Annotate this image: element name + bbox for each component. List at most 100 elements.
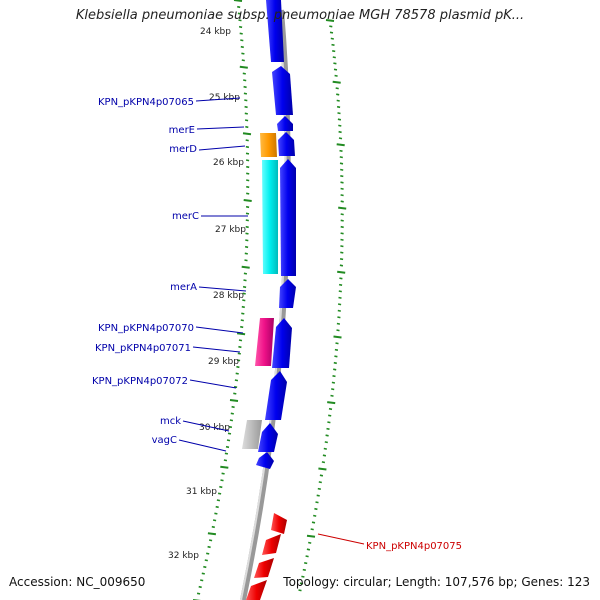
- inner-minor-tick: [241, 59, 245, 62]
- outer-major-tick: [338, 206, 347, 210]
- gene-KPN_pKPN4p07075[interactable]: [271, 513, 287, 534]
- inner-minor-tick: [235, 372, 239, 375]
- label-mck: mck: [160, 416, 181, 427]
- tick-label-29kbp: 29 kbp: [208, 357, 239, 367]
- outer-minor-tick: [340, 175, 344, 178]
- topology-info: Topology: circular; Length: 107,576 bp; …: [283, 575, 590, 589]
- outer-minor-tick: [338, 124, 342, 127]
- outer-minor-tick: [332, 56, 336, 59]
- inner-minor-tick: [223, 459, 228, 462]
- inner-minor-tick: [245, 145, 250, 149]
- inner-major-tick: [242, 132, 252, 136]
- inner-minor-tick: [244, 245, 249, 249]
- inner-minor-tick: [245, 159, 250, 162]
- gene-KPN_pKPN4p07065[interactable]: [272, 66, 293, 115]
- inner-minor-tick: [214, 512, 218, 515]
- outer-minor-tick: [331, 43, 335, 46]
- outer-minor-tick: [340, 245, 344, 248]
- inner-minor-tick: [198, 585, 202, 589]
- inner-minor-tick: [227, 432, 232, 435]
- inner-minor-tick: [229, 419, 234, 422]
- inner-minor-tick: [236, 359, 241, 362]
- gene-mck[interactable]: [258, 423, 278, 452]
- inner-minor-tick: [225, 445, 230, 449]
- inner-gene-ring: [242, 133, 278, 449]
- outer-minor-tick: [339, 162, 344, 165]
- outer-minor-tick: [338, 130, 342, 134]
- outer-minor-tick: [329, 25, 333, 28]
- inner-minor-tick: [243, 79, 247, 82]
- gene-merC-fwd[interactable]: [280, 159, 296, 276]
- inner-minor-tick: [245, 125, 249, 129]
- inner-major-tick: [233, 0, 243, 2]
- outer-minor-tick: [311, 521, 316, 524]
- outer-minor-tick: [319, 474, 324, 477]
- leader-KPN_pKPN4p07075: [317, 533, 365, 545]
- inner-minor-tick: [245, 152, 250, 155]
- outer-minor-tick: [336, 105, 341, 109]
- outer-minor-tick: [326, 427, 330, 430]
- outer-minor-tick: [333, 361, 337, 365]
- tick-label-32kbp: 32 kbp: [168, 551, 199, 561]
- tick-label-31kbp: 31 kbp: [186, 487, 217, 497]
- inner-minor-tick: [230, 412, 234, 415]
- gene-vagC[interactable]: [256, 452, 274, 469]
- inner-minor-tick: [238, 339, 243, 342]
- inner-major-tick: [239, 65, 248, 69]
- outer-minor-tick: [336, 322, 341, 325]
- inner-minor-tick: [244, 252, 248, 255]
- outer-minor-tick: [324, 441, 328, 444]
- inner-minor-tick: [238, 19, 242, 22]
- gene-cds-top[interactable]: [266, 0, 284, 62]
- outer-major-tick: [325, 19, 335, 22]
- outer-minor-tick: [338, 137, 343, 140]
- outer-minor-tick: [340, 238, 344, 241]
- gene-KPN_pKPN4p07070-cog[interactable]: [255, 318, 274, 366]
- outer-minor-tick: [340, 194, 344, 197]
- gene-merA[interactable]: [279, 279, 296, 308]
- inner-major-tick: [220, 465, 229, 469]
- label-merE: merE: [169, 125, 195, 136]
- inner-minor-tick: [196, 592, 201, 595]
- inner-minor-tick: [236, 365, 240, 369]
- inner-minor-tick: [244, 259, 248, 262]
- outer-minor-tick: [298, 589, 302, 592]
- inner-minor-tick: [245, 225, 249, 229]
- inner-minor-tick: [240, 39, 244, 42]
- tick-label-24kbp: 24 kbp: [200, 27, 231, 37]
- inner-minor-tick: [245, 139, 249, 142]
- gene-merC-cog[interactable]: [262, 160, 278, 274]
- outer-minor-tick: [335, 342, 339, 345]
- inner-minor-tick: [221, 472, 225, 475]
- gene-red-2[interactable]: [262, 534, 281, 555]
- outer-minor-tick: [340, 168, 344, 171]
- inner-minor-tick: [233, 385, 238, 389]
- inner-minor-tick: [246, 179, 250, 182]
- outer-minor-tick: [333, 368, 337, 371]
- gene-red-3[interactable]: [254, 558, 274, 578]
- outer-minor-tick: [339, 156, 343, 159]
- inner-minor-tick: [237, 352, 241, 355]
- inner-minor-tick: [245, 219, 249, 222]
- outer-minor-tick: [339, 277, 343, 280]
- gene-merD[interactable]: [278, 132, 295, 156]
- inner-minor-tick: [226, 439, 231, 442]
- outer-minor-tick: [340, 200, 344, 203]
- outer-minor-tick: [304, 562, 308, 565]
- outer-minor-tick: [338, 283, 343, 286]
- leader-vagC: [178, 439, 227, 452]
- gene-mck-cog[interactable]: [242, 420, 262, 449]
- map-title: Klebsiella pneumoniae subsp. pneumoniae …: [75, 8, 525, 23]
- inner-minor-tick: [244, 105, 248, 109]
- leader-merD: [198, 145, 246, 151]
- gene-merE-cog[interactable]: [260, 133, 277, 157]
- inner-minor-tick: [244, 112, 248, 115]
- outer-minor-tick: [340, 232, 344, 235]
- gene-red-4[interactable]: [246, 580, 267, 600]
- gene-KPN_pKPN4p07071[interactable]: [272, 318, 292, 368]
- gene-merE[interactable]: [277, 116, 293, 131]
- outer-minor-tick: [339, 264, 344, 267]
- outer-minor-tick: [306, 548, 311, 551]
- leader-KPN_pKPN4p07071: [192, 346, 241, 353]
- gene-KPN_pKPN4p07072[interactable]: [265, 371, 287, 420]
